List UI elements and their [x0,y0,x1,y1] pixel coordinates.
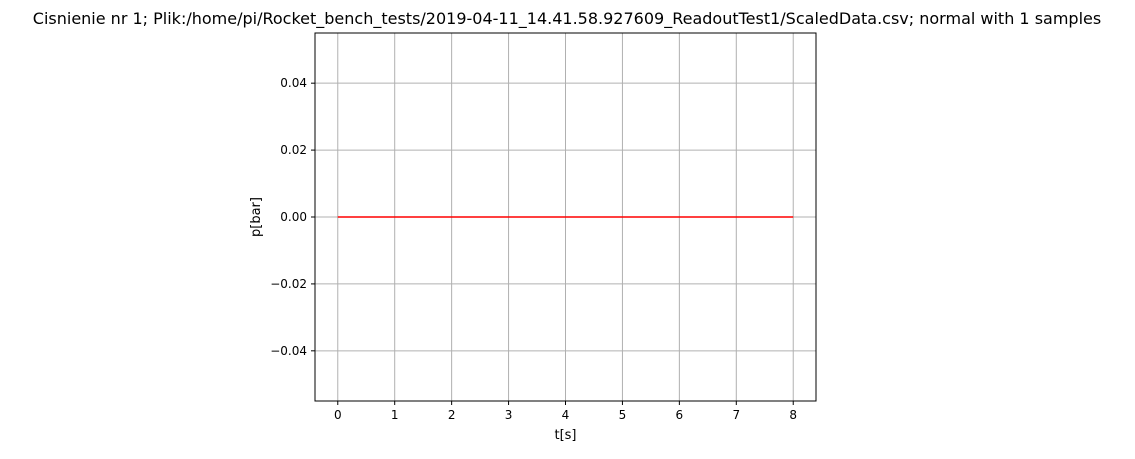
x-tick-label: 3 [505,408,513,422]
y-tick-label: −0.04 [270,344,307,358]
x-tick-label: 5 [619,408,627,422]
x-tick-label: 4 [562,408,570,422]
x-axis-label: t[s] [554,428,576,443]
x-tick-label: 6 [676,408,684,422]
x-tick-label: 0 [334,408,342,422]
y-axis-label: p[bar] [249,197,264,237]
ticks: 0 1 2 3 4 5 6 7 8 −0.04 −0.02 0.00 0.02 0.04 [270,76,797,422]
x-tick-label: 8 [789,408,797,422]
x-tick-label: 7 [732,408,740,422]
x-tick-label: 1 [391,408,399,422]
y-tick-label: 0.04 [280,76,307,90]
y-tick-label: 0.02 [280,143,307,157]
y-tick-label: −0.02 [270,277,307,291]
y-tick-label: 0.00 [280,210,307,224]
chart-title: Cisnienie nr 1; Plik:/home/pi/Rocket_ben… [33,9,1101,29]
x-tick-label: 2 [448,408,456,422]
